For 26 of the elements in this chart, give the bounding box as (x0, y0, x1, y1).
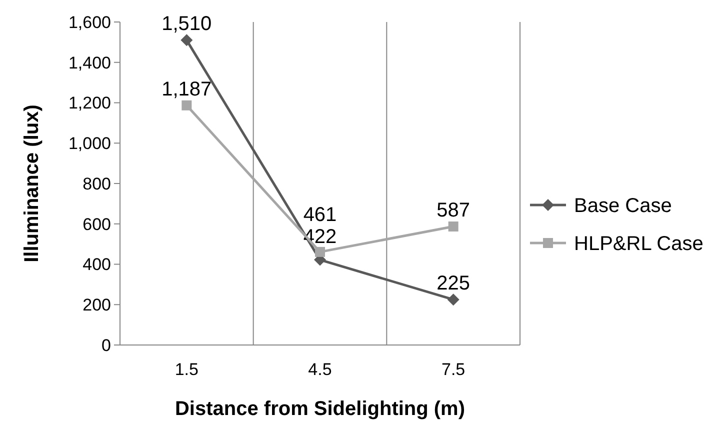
y-tick-label: 1,600 (68, 12, 111, 32)
data-label: 1,510 (162, 13, 212, 36)
x-tick-label: 7.5 (442, 360, 466, 379)
x-axis-title: Distance from Sidelighting (m) (174, 398, 466, 420)
point (182, 100, 192, 110)
y-tick-label: 800 (82, 174, 111, 194)
y-axis-title: Illuminance (lux) (21, 104, 43, 262)
y-tick-label: 400 (82, 255, 111, 274)
data-label: 587 (436, 200, 470, 222)
point (448, 222, 458, 232)
y-tick-label: 1,400 (68, 53, 111, 72)
data-label: 1,187 (162, 78, 212, 100)
y-tick-label: 200 (82, 296, 111, 315)
point (447, 294, 460, 306)
x-tick-label: 1.5 (174, 360, 198, 379)
y-tick-label: 1,200 (68, 94, 111, 113)
legend-label: Base Case (574, 195, 672, 217)
y-tick-label: 0 (102, 336, 111, 355)
legend-label: HLP&RL Case (574, 233, 704, 255)
point (180, 34, 193, 46)
point (315, 246, 325, 257)
y-tick-label: 1,000 (68, 134, 111, 154)
x-tick-label: 4.5 (308, 360, 332, 379)
data-label: 461 (303, 204, 337, 226)
data-label: 225 (436, 272, 470, 295)
y-tick-label: 600 (82, 214, 111, 234)
